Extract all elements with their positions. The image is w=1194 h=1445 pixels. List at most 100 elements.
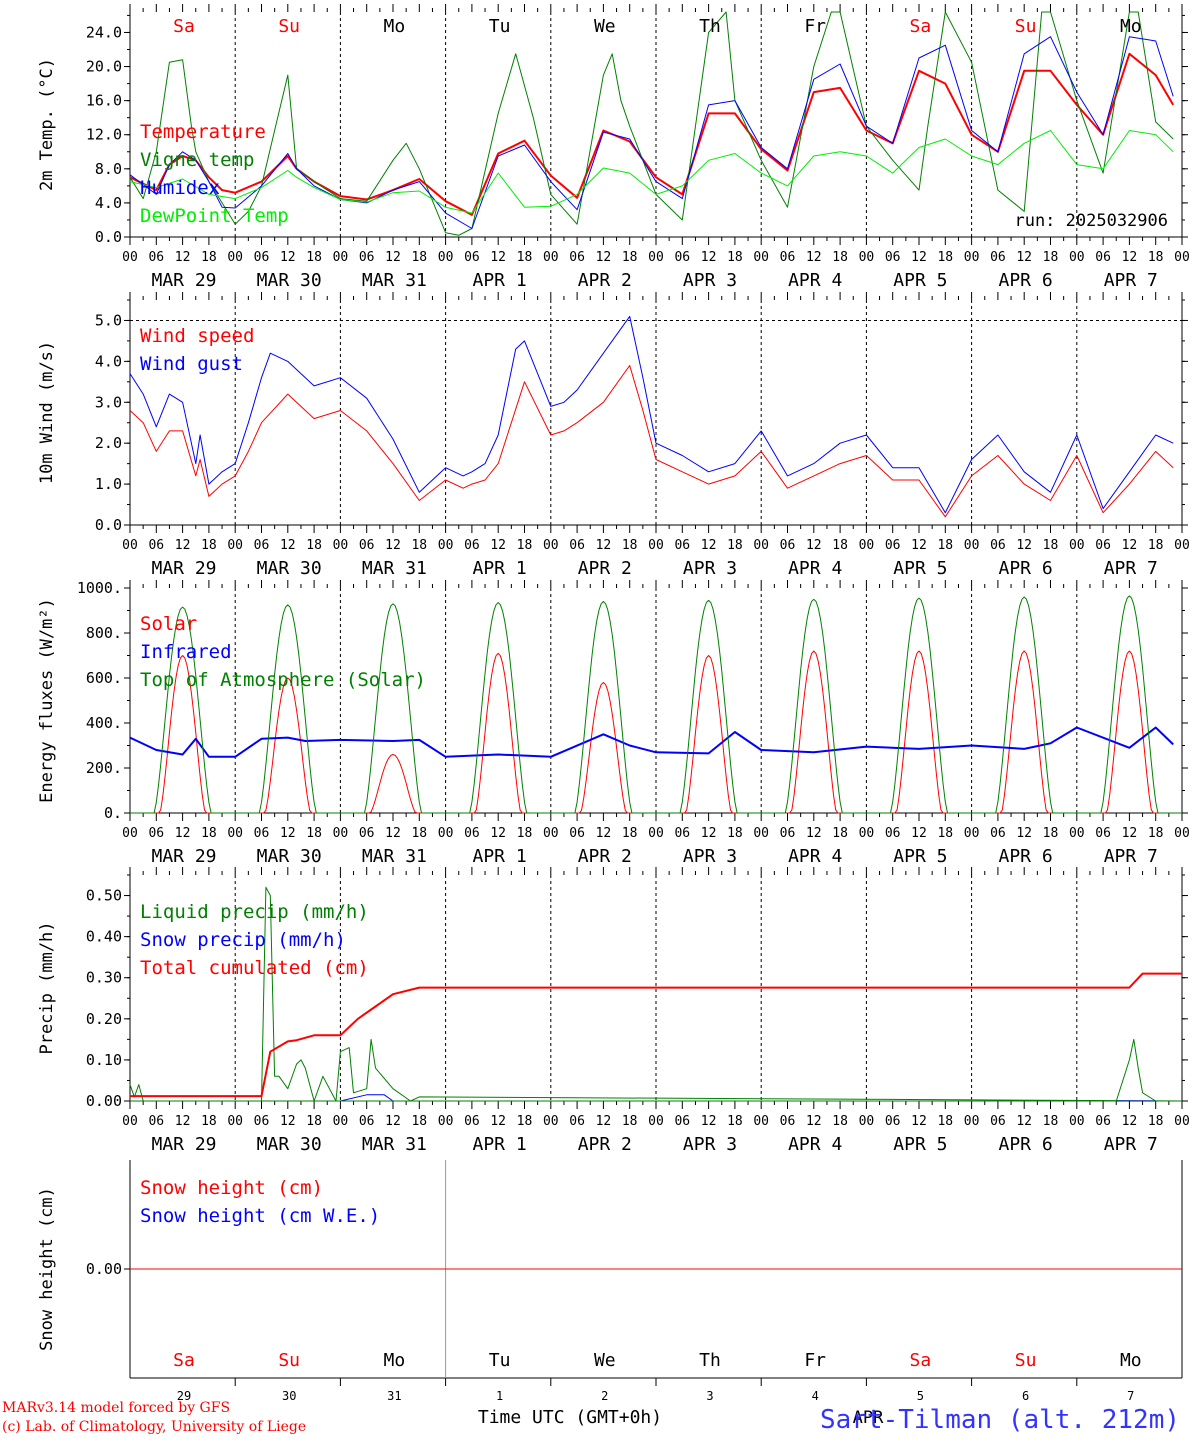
hour-label: 00 <box>543 826 559 841</box>
legend-entry: Temperature <box>140 121 266 143</box>
date-label: APR 2 <box>578 1134 632 1155</box>
weekday-label-bottom: We <box>594 1350 616 1371</box>
hour-label: 00 <box>1069 538 1085 553</box>
hour-label: 06 <box>254 826 270 841</box>
hour-label: 06 <box>148 538 164 553</box>
series-line-vigne-temp <box>129 11 1174 236</box>
hour-label: 00 <box>1069 250 1085 265</box>
hour-label: 06 <box>990 538 1006 553</box>
date-label: MAR 29 <box>151 1134 216 1155</box>
hour-label: 00 <box>333 538 349 553</box>
hour-label: 12 <box>806 538 822 553</box>
hour-label: 12 <box>490 538 506 553</box>
legend-entry: Snow precip (mm/h) <box>140 929 346 951</box>
date-label: APR 1 <box>473 1134 527 1155</box>
hour-label: 00 <box>648 538 664 553</box>
hour-label: 12 <box>385 1114 401 1129</box>
day-number-label: 4 <box>812 1389 819 1403</box>
hour-label: 18 <box>937 1114 953 1129</box>
series-line-top-of-atmosphere-solar- <box>130 595 1182 814</box>
weekday-label: Tu <box>489 16 511 37</box>
weekday-label: We <box>594 16 616 37</box>
hour-label: 00 <box>859 250 875 265</box>
hour-label: 12 <box>280 826 296 841</box>
hour-label: 06 <box>674 250 690 265</box>
hour-label: 18 <box>937 826 953 841</box>
hour-label: 12 <box>1122 1114 1138 1129</box>
hour-label: 00 <box>1069 1114 1085 1129</box>
y-tick-label: 1.0 <box>95 475 122 493</box>
hour-label: 12 <box>701 250 717 265</box>
hour-label: 18 <box>1148 250 1164 265</box>
hour-label: 00 <box>438 250 454 265</box>
hour-label: 12 <box>175 538 191 553</box>
y-tick-label: 200. <box>86 759 122 777</box>
date-label: MAR 31 <box>362 1134 427 1155</box>
run-label: run: 2025032906 <box>1014 211 1168 231</box>
y-axis-title: Snow height (cm) <box>37 1187 57 1351</box>
hour-label: 12 <box>490 250 506 265</box>
hour-label: 18 <box>832 538 848 553</box>
legend-entry: Total cumulated (cm) <box>140 957 369 979</box>
hour-label: 06 <box>885 538 901 553</box>
hour-label: 06 <box>148 250 164 265</box>
y-tick-label: 4.0 <box>95 352 122 370</box>
hour-label: 12 <box>596 538 612 553</box>
hour-label: 18 <box>517 538 533 553</box>
hour-label: 18 <box>517 1114 533 1129</box>
hour-label: 12 <box>385 826 401 841</box>
date-label: APR 2 <box>578 270 632 291</box>
hour-label: 06 <box>990 1114 1006 1129</box>
hour-label: 18 <box>306 250 322 265</box>
hour-label: 00 <box>648 1114 664 1129</box>
hour-label: 00 <box>1174 826 1190 841</box>
hour-label: 06 <box>569 250 585 265</box>
y-tick-label: 0.00 <box>86 1260 122 1278</box>
hour-label: 18 <box>832 250 848 265</box>
y-tick-label: 0.0 <box>95 228 122 246</box>
y-tick-label: 0.30 <box>86 969 122 987</box>
hour-label: 18 <box>1148 538 1164 553</box>
date-label: APR 1 <box>473 846 527 867</box>
weekday-label-bottom: Su <box>278 1350 300 1371</box>
weekday-label: Su <box>1015 16 1037 37</box>
hour-label: 00 <box>438 1114 454 1129</box>
hour-label: 00 <box>859 1114 875 1129</box>
hour-label: 12 <box>175 1114 191 1129</box>
hour-label: 06 <box>885 250 901 265</box>
hour-label: 18 <box>1148 1114 1164 1129</box>
day-number-label: 1 <box>496 1389 503 1403</box>
date-label: APR 6 <box>999 846 1053 867</box>
hour-label: 18 <box>411 250 427 265</box>
weekday-label: Th <box>699 16 721 37</box>
series-line-dewpoint-temp <box>129 130 1174 214</box>
date-label: APR 3 <box>683 558 737 579</box>
series-line-wind-gust <box>129 315 1174 514</box>
hour-label: 00 <box>333 250 349 265</box>
y-tick-label: 20.0 <box>86 58 122 76</box>
legend-entry: DewPoint Temp <box>140 205 289 227</box>
weekday-label: Sa <box>910 16 932 37</box>
date-label: MAR 29 <box>151 846 216 867</box>
date-label: APR 5 <box>893 846 947 867</box>
hour-label: 06 <box>359 826 375 841</box>
hour-label: 06 <box>464 250 480 265</box>
weekday-label-bottom: Th <box>699 1350 721 1371</box>
day-number-label: 3 <box>706 1389 713 1403</box>
series-line-infrared <box>129 726 1174 758</box>
hour-label: 06 <box>569 1114 585 1129</box>
y-tick-label: 3.0 <box>95 393 122 411</box>
date-label: APR 4 <box>788 846 842 867</box>
legend-entry: Wind gust <box>140 353 243 375</box>
hour-label: 18 <box>1043 1114 1059 1129</box>
hour-label: 18 <box>727 1114 743 1129</box>
hour-label: 06 <box>1095 538 1111 553</box>
hour-label: 06 <box>885 1114 901 1129</box>
weekday-label: Sa <box>173 16 195 37</box>
hour-label: 00 <box>122 826 138 841</box>
date-label: MAR 30 <box>257 1134 322 1155</box>
legend-entry: Infrared <box>140 641 232 663</box>
hour-label: 06 <box>1095 1114 1111 1129</box>
hour-label: 12 <box>911 826 927 841</box>
